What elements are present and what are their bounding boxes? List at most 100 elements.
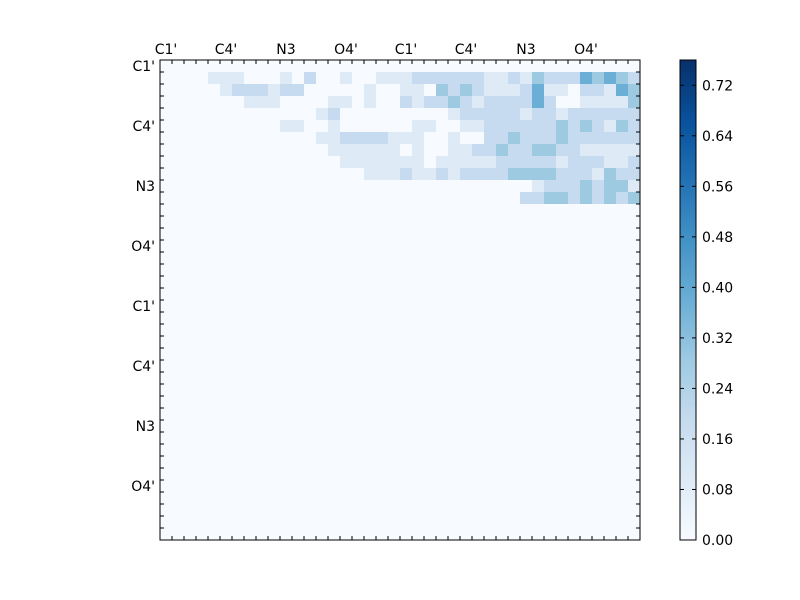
heatmap-cell [412,156,424,168]
colorbar-tick-label: 0.72 [702,78,733,94]
y-tick-label: C4' [132,359,155,375]
heatmap-cell [448,84,460,96]
heatmap-cell [460,72,472,84]
heatmap-cell [592,144,604,156]
heatmap-cell [532,120,544,132]
heatmap-cell [556,192,568,204]
heatmap-cell [520,168,532,180]
heatmap-cell [304,72,316,84]
heatmap-cell [424,96,436,108]
heatmap-cell [556,168,568,180]
heatmap-cell [484,84,496,96]
heatmap-cell [484,108,496,120]
heatmap-cell [604,180,616,192]
heatmap-cell [532,132,544,144]
heatmap-cell [496,144,508,156]
colorbar-tick-label: 0.48 [702,230,733,246]
heatmap-cell [532,156,544,168]
heatmap-cell [616,144,628,156]
heatmap-cell [472,96,484,108]
heatmap-cell [244,96,256,108]
heatmap-cell [400,156,412,168]
heatmap-cell [496,156,508,168]
heatmap-cell [544,132,556,144]
colorbar-ticks: 0.00 0.08 0.16 0.24 0.32 0.40 0.48 0.56 0.64 0.72 [680,78,733,549]
heatmap-cell [328,96,340,108]
heatmap-cell [280,120,292,132]
heatmap-cell [628,168,640,180]
heatmap-cell [448,168,460,180]
heatmap-cell [328,144,340,156]
heatmap-cell [568,144,580,156]
heatmap-cell [448,144,460,156]
heatmap-cell [436,72,448,84]
heatmap-cell [412,120,424,132]
heatmap-cell [484,144,496,156]
heatmap-cell [364,96,376,108]
heatmap-cell [412,168,424,180]
heatmap-cell [232,84,244,96]
heatmap-cell [460,96,472,108]
heatmap-cell [532,144,544,156]
x-tick-label: N3 [276,42,295,58]
heatmap-cell [568,132,580,144]
heatmap-cell [460,120,472,132]
heatmap-cell [544,72,556,84]
heatmap-cell [628,132,640,144]
colorbar-tick-label: 0.16 [702,432,733,448]
heatmap-cell [556,84,568,96]
colorbar-tick-label: 0.40 [702,280,733,296]
heatmap-cell [496,108,508,120]
x-tick-label: C4' [215,42,238,58]
heatmap-cell [412,144,424,156]
y-tick-labels: C1' C4' N3 O4' C1' C4' N3 O4' [131,59,155,495]
heatmap-cell [628,180,640,192]
heatmap-cell [424,120,436,132]
heatmap-cell [520,156,532,168]
heatmap-cell [328,132,340,144]
heatmap-cell [580,192,592,204]
heatmap-cell [520,144,532,156]
heatmap-cell [412,96,424,108]
heatmap-cell [592,72,604,84]
heatmap-cell [412,132,424,144]
x-tick-label: C1' [395,42,418,58]
colorbar-tick-label: 0.64 [702,129,733,145]
heatmap-cell [436,96,448,108]
heatmap-cell [616,168,628,180]
heatmap-cell [400,96,412,108]
heatmap-cell [484,168,496,180]
colorbar-tick-label: 0.08 [702,482,733,498]
heatmap-cell [484,96,496,108]
heatmap-cell [424,168,436,180]
heatmap-cell [616,96,628,108]
heatmap-cell [400,84,412,96]
heatmap-cell [568,192,580,204]
heatmap-cell [292,84,304,96]
colorbar-tick-label: 0.00 [702,533,733,549]
heatmap-cell [520,108,532,120]
heatmap-cell [592,192,604,204]
heatmap-cell [400,168,412,180]
heatmap-cell [220,72,232,84]
heatmap-cell [484,120,496,132]
heatmap-cell [592,96,604,108]
heatmap-cell [388,132,400,144]
heatmap-cells [208,72,640,204]
heatmap-cell [436,168,448,180]
heatmap-cell [556,180,568,192]
y-tick-label: O4' [131,239,155,255]
heatmap-cell [460,156,472,168]
heatmap-cell [556,72,568,84]
heatmap-cell [580,132,592,144]
heatmap-cell [448,72,460,84]
heatmap-cell [328,108,340,120]
heatmap-cell [532,168,544,180]
heatmap-cell [244,84,256,96]
heatmap-cell [628,72,640,84]
heatmap-cell [592,84,604,96]
heatmap-cell [556,144,568,156]
heatmap-cell [544,96,556,108]
heatmap-cell [376,168,388,180]
heatmap-cell [628,156,640,168]
